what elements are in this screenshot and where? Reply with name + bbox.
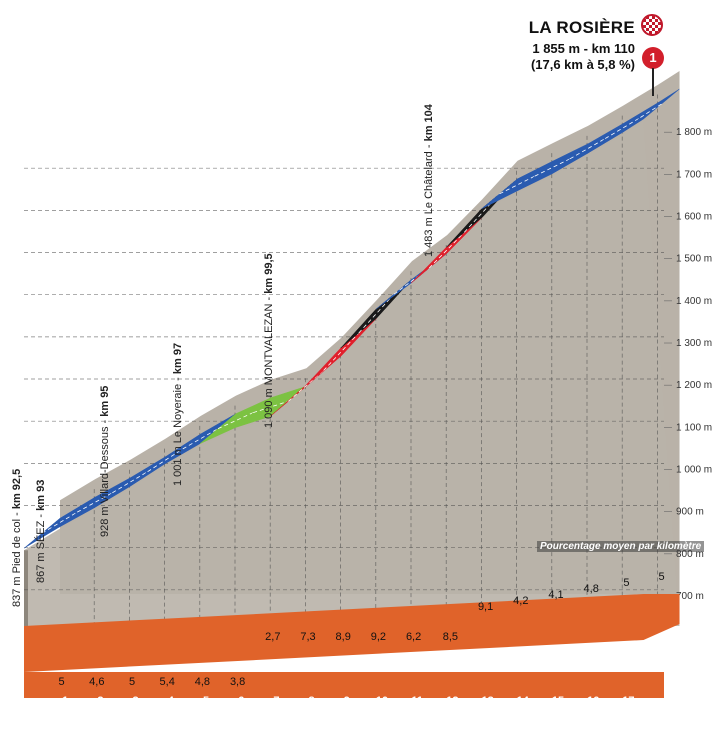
marker-stem [652,68,654,96]
y-tick-label: 1 000 m [676,465,712,476]
gradient-label: 3,8 [230,676,245,688]
km-baseline-front [24,672,664,698]
km-marker-label: 8 [309,695,315,707]
waypoint-label: 837 m Pied de col - km 92,5 [11,469,23,607]
road-center-line [253,400,289,414]
waypoint-km: km 104 [423,103,435,141]
km-marker-label: 3 [133,695,139,707]
y-tick-label: 1 300 m [676,338,712,349]
gradient-label: 5 [623,577,629,589]
y-tick-label: 1 600 m [676,212,712,223]
gradient-label: 5 [59,676,65,688]
waypoint-km: km 93 [35,480,47,511]
gradient-label: 8,9 [336,631,351,643]
km-marker-label: 15 [552,695,564,707]
waypoint-text: 1 483 m Le Châtelard - [423,141,435,257]
waypoint-km: km 95 [99,386,111,417]
km-marker-label: 11 [411,695,423,707]
waypoint-km: km 97 [172,343,184,374]
waypoint-km: km 92,5 [11,469,23,509]
km-marker-label: 12 [446,695,458,707]
km-marker-label: 1 [62,695,68,707]
km-marker-label: 14 [517,695,530,707]
km-marker-label: 5 [203,695,209,707]
finish-details: 1 855 m - km 110 (17,6 km à 5,8 %) [470,41,635,73]
gradient-band [622,88,680,133]
gradient-label: 9,1 [478,601,493,613]
waypoint-text: 1 001 m Le Noyeraie - [172,374,184,486]
finish-climb-stats: (17,6 km à 5,8 %) [530,57,635,72]
gradient-bands [23,81,680,549]
waypoint-label: 867 m SÉEZ - km 93 [34,480,47,583]
km-marker-label: 16 [587,695,599,707]
gradient-label: 4,8 [195,676,210,688]
km-marker-label: 4 [168,695,175,707]
y-tick-label: 1 700 m [676,169,712,180]
gradient-label: 4,1 [548,589,563,601]
gradient-label: 5 [659,571,665,583]
category-marker-icon: 1 [642,47,664,69]
road-center-line [358,293,395,334]
terrain-front [24,121,680,626]
gradient-label: 4,6 [89,676,104,688]
km-baseline-bar [24,594,680,672]
road-center-line [428,231,465,269]
waypoint-km: km 99,5 [263,253,275,293]
gradient-label: 4,8 [584,583,599,595]
waypoint-text: 928 m Villard-Dessous - [99,417,111,537]
waypoint-text: 867 m SÉEZ - [34,511,47,583]
gradient-label: 5 [129,676,135,688]
finish-altitude-km: 1 855 m - km 110 [532,41,635,56]
average-gradient-note: Pourcentage moyen par kilomètre [537,541,705,552]
waypoint-label: 928 m Villard-Dessous - km 95 [99,386,111,537]
y-tick-label: 1 800 m [676,127,712,138]
km-marker-label: 13 [481,695,493,707]
gradient-label: 4,2 [513,595,528,607]
y-tick-label: 1 500 m [676,254,712,265]
km-marker-label: 10 [376,695,388,707]
road-center-line [323,332,360,371]
waypoint-label: 1 483 m Le Châtelard - km 104 [423,103,435,257]
km-marker-label: 7 [273,695,279,707]
km-baseline: 1 2 3 4 5 6 7 8 9 10 11 12 13 14 15 16 17 [24,594,680,707]
finish-flag-icon [641,14,663,36]
waypoint-label: 1 090 m MONTVALEZAN - km 99,5 [263,253,275,428]
gradient-label: 6,2 [406,631,421,643]
gradient-label: 9,2 [371,631,386,643]
gradient-label: 7,3 [300,631,315,643]
altitude-axis: 700 m 800 m 900 m 1 000 m 1 100 m 1 200 m 1 30… [664,127,712,602]
gradient-label: 5,4 [160,676,175,688]
km-marker-label: 6 [238,695,244,707]
y-tick-label: 1 400 m [676,296,712,307]
y-tick-label: 1 200 m [676,380,712,391]
gradient-labels: 5 4,6 5 5,4 4,8 3,8 2,7 7,3 8,9 9,2 6,2 8,5 9,1 4,2 4,… [59,571,665,688]
km-marker-label: 17 [622,695,634,707]
finish-name: LA ROSIÈRE [528,18,635,37]
waypoint-labels: 837 m Pied de col - km 92,5 867 m SÉEZ - … [11,103,435,607]
terrain-side [24,550,28,626]
waypoint-label: 1 001 m Le Noyeraie - km 97 [172,343,184,486]
y-tick-label: 700 m [676,591,704,602]
gradient-label: 2,7 [265,631,280,643]
gradient-label: 8,5 [443,631,458,643]
waypoint-text: 1 090 m MONTVALEZAN - [263,294,275,428]
y-tick-label: 900 m [676,507,704,518]
y-tick-label: 800 m [676,549,704,560]
y-tick-label: 1 100 m [676,422,712,433]
km-marker-label: 9 [344,695,350,707]
km-marker-label: 2 [97,695,103,707]
waypoint-text: 837 m Pied de col - [11,509,23,607]
